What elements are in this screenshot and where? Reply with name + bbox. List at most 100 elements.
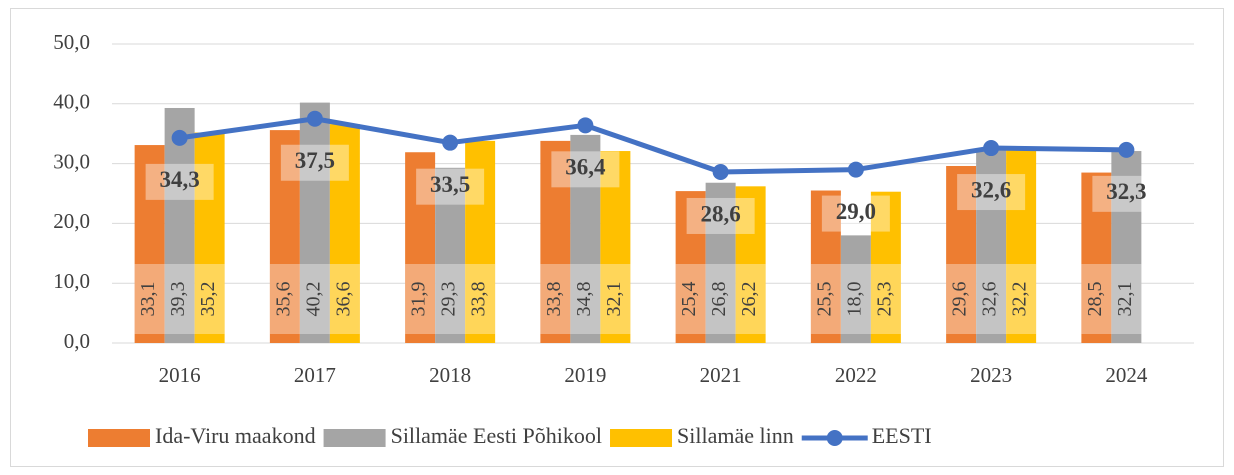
bar bbox=[976, 148, 1007, 343]
value-label-box bbox=[1111, 264, 1142, 334]
value-label: 34,8 bbox=[573, 282, 595, 317]
value-label: 26,2 bbox=[738, 282, 760, 317]
line-value-label: 29,0 bbox=[836, 199, 876, 224]
y-tick-label: 40,0 bbox=[53, 90, 90, 114]
line-value-label: 32,6 bbox=[971, 177, 1011, 202]
bar bbox=[1006, 150, 1037, 343]
value-label-box bbox=[194, 264, 225, 334]
bar bbox=[735, 186, 766, 343]
line-marker bbox=[847, 161, 864, 178]
x-tick-label: 2023 bbox=[970, 363, 1012, 387]
value-label-box bbox=[465, 264, 496, 334]
value-label-box bbox=[164, 264, 195, 334]
x-tick-label: 2019 bbox=[564, 363, 606, 387]
value-label-box bbox=[329, 264, 360, 334]
value-label-box bbox=[551, 151, 620, 188]
bar bbox=[810, 190, 841, 343]
bar bbox=[540, 140, 571, 343]
value-label-box bbox=[705, 264, 736, 334]
x-tick-label: 2018 bbox=[429, 363, 471, 387]
y-tick-label: 30,0 bbox=[53, 149, 90, 173]
value-label: 25,3 bbox=[873, 282, 895, 317]
value-label: 28,5 bbox=[1084, 282, 1106, 317]
x-tick-label: 2022 bbox=[835, 363, 877, 387]
value-label-box bbox=[416, 168, 485, 205]
line-marker bbox=[442, 134, 459, 151]
line-marker bbox=[171, 129, 188, 146]
bar bbox=[1081, 172, 1112, 343]
x-tick-label: 2016 bbox=[159, 363, 201, 387]
value-label: 33,1 bbox=[137, 282, 159, 317]
legend-label: Ida-Viru maakond bbox=[155, 423, 316, 448]
line-marker bbox=[306, 110, 323, 127]
line-marker bbox=[983, 140, 1000, 157]
value-label: 25,4 bbox=[678, 282, 700, 317]
value-label-box bbox=[1081, 264, 1112, 334]
line-value-label: 34,3 bbox=[160, 167, 200, 192]
bar bbox=[600, 151, 631, 343]
bar bbox=[1111, 151, 1142, 343]
x-tick-label: 2024 bbox=[1105, 363, 1148, 387]
value-label-box bbox=[570, 264, 601, 334]
legend-swatch bbox=[323, 429, 386, 447]
value-label: 26,8 bbox=[708, 282, 730, 317]
line-value-label: 36,4 bbox=[565, 155, 606, 180]
value-label-box bbox=[299, 264, 330, 334]
value-label-box bbox=[870, 264, 901, 334]
legend-label: Sillamäe Eesti Põhikool bbox=[391, 423, 602, 448]
value-label-box bbox=[840, 264, 871, 334]
y-tick-label: 10,0 bbox=[53, 269, 90, 293]
y-tick-label: 50,0 bbox=[53, 30, 90, 54]
legend-label: EESTI bbox=[872, 423, 932, 448]
line-value-label: 37,5 bbox=[295, 148, 335, 173]
bar bbox=[134, 145, 165, 343]
value-label: 32,1 bbox=[1114, 282, 1136, 317]
value-label: 40,2 bbox=[302, 282, 324, 317]
line-value-label: 33,5 bbox=[430, 172, 470, 197]
value-label: 35,6 bbox=[272, 282, 294, 317]
legend-marker bbox=[826, 430, 843, 446]
legend-swatch bbox=[610, 429, 673, 447]
line-value-label: 32,3 bbox=[1106, 179, 1146, 204]
bar bbox=[405, 152, 436, 343]
value-label-box bbox=[946, 264, 977, 334]
value-label: 29,3 bbox=[438, 282, 460, 317]
line-value-label: 28,6 bbox=[701, 201, 741, 226]
value-label-box bbox=[600, 264, 631, 334]
bar bbox=[946, 165, 977, 343]
line-marker bbox=[712, 163, 729, 180]
value-label-box bbox=[1092, 175, 1161, 212]
value-label: 18,0 bbox=[843, 282, 865, 317]
value-label: 32,2 bbox=[1009, 282, 1031, 317]
bar bbox=[870, 191, 901, 343]
value-label-box bbox=[269, 264, 300, 334]
bar bbox=[435, 167, 466, 343]
y-tick-label: 20,0 bbox=[53, 209, 90, 233]
bar bbox=[840, 235, 871, 343]
value-label: 29,6 bbox=[949, 282, 971, 317]
value-label-box bbox=[405, 264, 436, 334]
value-label-box bbox=[134, 264, 165, 334]
value-label-box bbox=[821, 195, 890, 232]
value-label-box bbox=[145, 163, 214, 200]
value-label-box bbox=[675, 264, 706, 334]
bar bbox=[329, 124, 360, 343]
value-label-box bbox=[686, 197, 755, 234]
bar bbox=[570, 134, 601, 343]
value-label-box bbox=[810, 264, 841, 334]
value-label-box bbox=[435, 264, 466, 334]
x-tick-label: 2021 bbox=[700, 363, 742, 387]
bar bbox=[164, 107, 195, 344]
line-marker bbox=[577, 117, 594, 134]
value-label: 32,1 bbox=[603, 282, 625, 317]
value-label-box bbox=[976, 264, 1007, 334]
line bbox=[179, 116, 1127, 175]
legend-label: Sillamäe linn bbox=[677, 423, 794, 448]
bar bbox=[705, 182, 736, 343]
value-label-box bbox=[540, 264, 571, 334]
bar bbox=[675, 191, 706, 343]
value-label: 33,8 bbox=[468, 282, 490, 317]
value-label-box bbox=[957, 174, 1026, 211]
bar bbox=[269, 130, 300, 343]
